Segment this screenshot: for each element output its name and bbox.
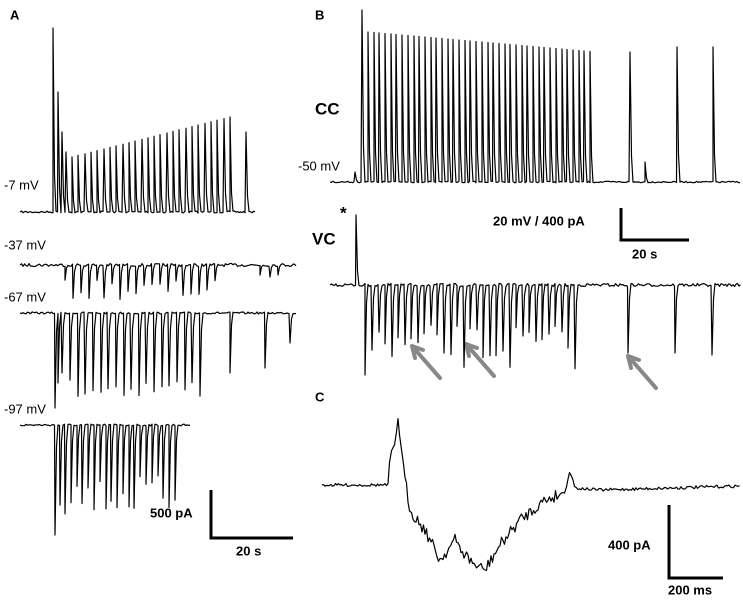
scale-bar [667,505,723,580]
trace [19,311,297,409]
trace-label: -50 mV [298,158,340,173]
trace [19,423,191,536]
trace-label: -37 mV [4,237,46,252]
arrow [410,344,442,380]
trace [19,27,256,214]
panel-label: A [10,7,20,22]
mode-label: VC [312,229,336,248]
scale-bar [209,490,293,540]
arrow [626,354,658,390]
trace-label: -97 mV [4,401,46,416]
panel-label: B [315,7,324,22]
scale-label: 500 pA [150,505,193,520]
scale-label: 20 mV / 400 pA [493,213,585,228]
trace [321,418,740,572]
trace-label: -67 mV [4,289,46,304]
arrow [464,342,496,378]
scale-label: 20 s [632,246,657,261]
panel-label: C [315,389,325,404]
scale-label: 20 s [236,543,261,558]
trace [329,9,741,184]
scale-label: 400 pA [608,537,651,552]
scale-bar [619,208,689,242]
trace [329,214,741,376]
marker: * [340,203,347,222]
trace [19,262,297,300]
mode-label: CC [315,99,340,118]
scale-label: 200 ms [668,582,712,597]
trace-label: -7 mV [4,177,39,192]
